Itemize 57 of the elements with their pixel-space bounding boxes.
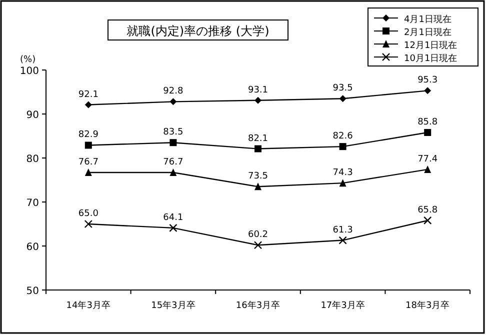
data-label: 92.1 [78, 90, 98, 100]
point [169, 224, 178, 232]
data-label: 76.7 [78, 158, 98, 168]
y-tick-label: 70 [26, 198, 39, 209]
data-label: 76.7 [163, 158, 184, 168]
x-tick-label: 18年3月卒 [406, 300, 450, 311]
data-label: 92.8 [163, 86, 184, 97]
data-label: 61.3 [332, 225, 353, 236]
y-tick-label: 100 [20, 66, 39, 77]
point [254, 96, 262, 104]
data-label: 85.8 [418, 117, 438, 128]
point [339, 143, 346, 150]
data-label: 93.1 [248, 85, 268, 96]
data-label: 93.5 [332, 84, 353, 94]
point [338, 236, 347, 244]
x-tick-label: 17年3月卒 [320, 300, 365, 311]
point [424, 216, 432, 225]
point [424, 87, 432, 94]
x-tick-label: 15年3月卒 [151, 300, 196, 311]
data-label: 74.3 [332, 168, 353, 178]
data-label: 82.9 [78, 130, 99, 140]
data-label: 65.8 [418, 205, 438, 216]
data-label: 83.5 [163, 128, 184, 138]
x-tick-label: 16年3月卒 [236, 300, 280, 311]
data-label: 77.4 [418, 154, 438, 164]
y-tick-label: 80 [26, 154, 39, 165]
point [170, 98, 177, 106]
chart-title: 就職(内定)率の推移 (大学) [126, 24, 270, 38]
data-label: 65.0 [78, 209, 99, 219]
legend-label: 2月1日現在 [404, 27, 452, 38]
legend-label: 12月1日現在 [404, 40, 458, 51]
point [254, 241, 262, 250]
point [424, 128, 432, 136]
y-axis-title: (%) [20, 55, 36, 65]
point [254, 182, 262, 190]
point [170, 139, 177, 146]
data-label: 73.5 [248, 172, 268, 182]
point [84, 142, 92, 149]
legend-label: 4月1日現在 [404, 14, 452, 25]
point [424, 165, 432, 173]
point [170, 168, 177, 176]
data-label: 64.1 [163, 212, 184, 223]
y-tick-label: 90 [26, 110, 39, 121]
point [339, 95, 346, 102]
legend-label: 10月1日現在 [404, 53, 458, 64]
point [84, 168, 92, 176]
y-tick-label: 50 [26, 286, 39, 297]
point [84, 220, 92, 228]
point [339, 179, 346, 187]
data-label: 60.2 [248, 230, 268, 240]
y-tick-label: 60 [26, 242, 39, 253]
x-tick-label: 14年3月卒 [66, 300, 110, 311]
data-label: 95.3 [418, 76, 438, 86]
point [84, 101, 92, 108]
point [254, 145, 262, 152]
data-label: 82.1 [248, 134, 268, 144]
data-label: 82.6 [332, 132, 354, 142]
